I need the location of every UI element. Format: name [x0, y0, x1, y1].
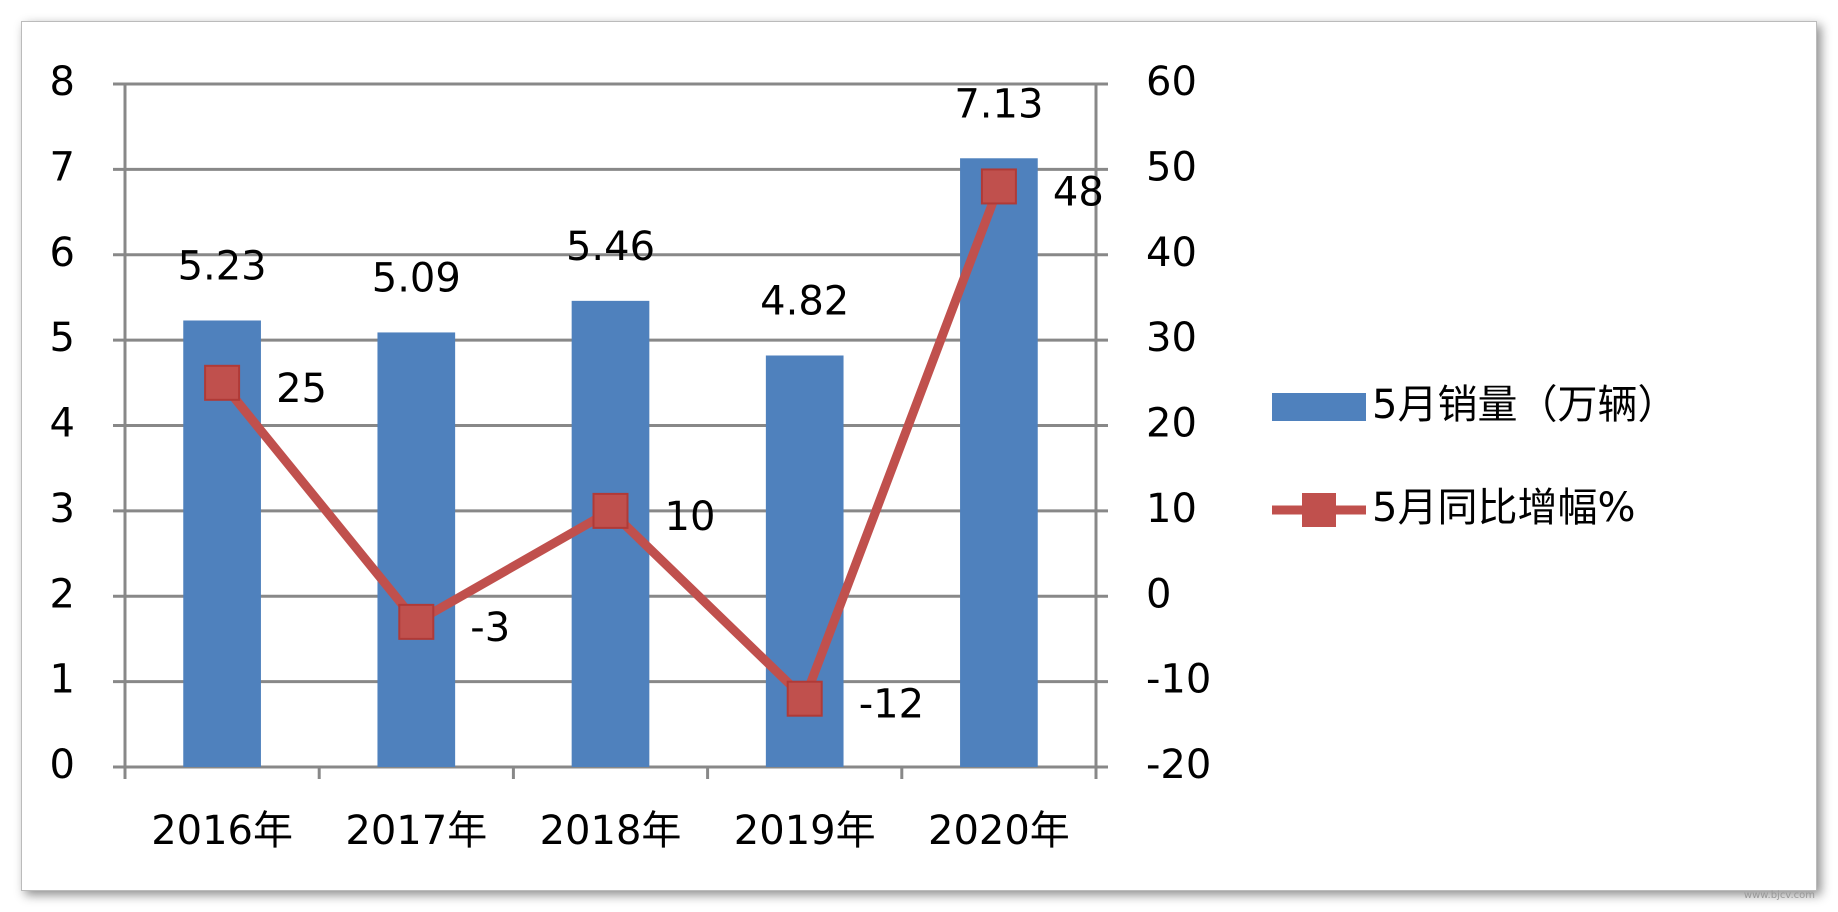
y2-tick-label: 40 [1146, 230, 1197, 276]
y2-tick-label: 60 [1146, 59, 1197, 105]
data-label: 5.46 [566, 224, 655, 270]
y-tick-label: 4 [50, 401, 75, 447]
y2-tick-label: -20 [1146, 742, 1211, 788]
y2-tick-label: 0 [1146, 571, 1171, 617]
data-label: 5.09 [372, 255, 461, 301]
watermark: www.bjcv.com [1744, 890, 1815, 901]
data-label: 25 [276, 366, 327, 412]
y-tick-label: 5 [50, 315, 75, 361]
y-tick-label: 1 [50, 657, 75, 703]
y2-tick-label: 10 [1146, 486, 1197, 532]
y-tick-label: 7 [50, 144, 75, 190]
y-tick-label: 3 [50, 486, 75, 532]
y2-tick-label: 50 [1146, 144, 1197, 190]
y2-tick-label: -10 [1146, 657, 1211, 703]
data-label: -12 [859, 682, 924, 728]
data-label: 7.13 [954, 81, 1043, 127]
y2-tick-label: 30 [1146, 315, 1197, 361]
data-label: 4.82 [760, 278, 849, 324]
legend-marker [1302, 493, 1336, 527]
marker [980, 168, 1017, 205]
legend-label: 5月同比增幅% [1372, 485, 1635, 531]
data-label: 10 [665, 494, 716, 540]
x-tick-label: 2016年 [151, 808, 293, 854]
marker [204, 364, 241, 401]
x-tick-label: 2019年 [734, 808, 876, 854]
chart-frame [21, 21, 1817, 891]
x-tick-label: 2020年 [928, 808, 1070, 854]
x-tick-label: 2017年 [345, 808, 487, 854]
marker [592, 492, 629, 529]
y2-tick-label: 20 [1146, 401, 1197, 447]
legend-label: 5月销量（万辆） [1372, 382, 1677, 428]
data-label: -3 [470, 605, 510, 651]
y-tick-label: 6 [50, 230, 75, 276]
y-tick-label: 0 [50, 742, 75, 788]
marker [786, 680, 823, 717]
y-tick-label: 2 [50, 571, 75, 617]
marker [398, 603, 435, 640]
data-label: 5.23 [178, 243, 267, 289]
data-label: 48 [1053, 169, 1104, 215]
x-tick-label: 2018年 [540, 808, 682, 854]
legend-swatch [1272, 393, 1366, 421]
y-tick-label: 8 [50, 59, 75, 105]
bar [377, 332, 456, 767]
